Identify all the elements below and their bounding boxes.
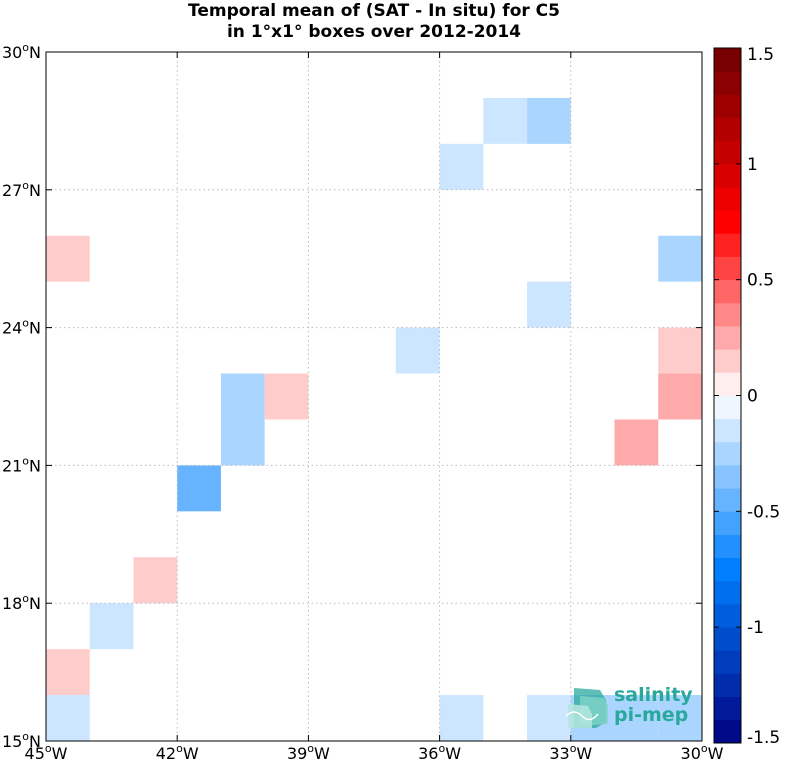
colorbar-segment xyxy=(714,210,741,234)
colorbar-segment xyxy=(714,349,741,373)
colorbar-segment xyxy=(714,117,741,142)
colorbar-segment xyxy=(714,673,741,698)
heatmap-cell xyxy=(527,695,571,741)
heatmap-cell xyxy=(46,695,90,741)
heatmap-cell xyxy=(220,419,265,466)
colorbar-tick-label: -0.5 xyxy=(747,502,780,522)
heatmap-cell xyxy=(614,419,659,466)
colorbar-tick-label: -1.5 xyxy=(747,728,780,748)
colorbar-segment xyxy=(714,94,741,118)
colorbar-segment xyxy=(714,650,741,674)
heatmap-cell xyxy=(133,557,178,604)
heatmap-cell xyxy=(483,97,528,144)
colorbar-segment xyxy=(714,71,741,95)
colorbar-segment xyxy=(714,395,741,420)
colorbar-segment xyxy=(714,604,741,628)
y-tick-label: 24oN xyxy=(2,317,41,338)
map-title-line1: Temporal mean of (SAT - In situ) for C5 xyxy=(188,1,560,21)
heatmap-cell xyxy=(658,327,702,374)
colorbar-segment xyxy=(714,48,741,72)
heatmap-cell xyxy=(395,327,440,374)
x-tick-label: 36oW xyxy=(418,742,461,763)
y-tick-label: 27oN xyxy=(2,179,41,200)
colorbar-segment xyxy=(714,696,741,721)
colorbar-segment xyxy=(714,140,741,165)
colorbar-segment xyxy=(714,326,741,350)
y-tick-label: 21oN xyxy=(2,454,41,475)
colorbar-segment xyxy=(714,163,741,188)
colorbar-segment xyxy=(714,256,741,281)
colorbar-segment xyxy=(714,719,741,744)
heatmap-cell xyxy=(46,649,90,696)
map-frame xyxy=(45,51,703,742)
heatmap-cell xyxy=(177,465,221,512)
colorbar: 1.5 1 0.5 0 -0.5 -1 -1.5 xyxy=(713,45,780,748)
salinity-pi-mep-logo-mark xyxy=(565,688,608,728)
heatmap-cell xyxy=(614,695,659,741)
colorbar-tick-label: -1 xyxy=(747,618,764,638)
heatmap-cells xyxy=(46,97,702,741)
grid-lines xyxy=(45,51,703,742)
heatmap-cell xyxy=(658,695,702,741)
y-tick-label: 15oN xyxy=(2,730,41,751)
x-tick-label: 33oW xyxy=(549,742,592,763)
colorbar-tick-label: 0 xyxy=(747,387,758,407)
heatmap-cell xyxy=(264,373,309,420)
colorbar-segment xyxy=(714,233,741,257)
colorbar-segment xyxy=(714,534,741,559)
colorbar-segment xyxy=(714,302,741,327)
colorbar-tick-label: 1.5 xyxy=(747,45,774,65)
colorbar-segment xyxy=(714,627,741,651)
colorbar-segment xyxy=(714,488,741,512)
colorbar-segment xyxy=(714,580,741,605)
logo-text-salinity: salinity xyxy=(614,684,693,706)
y-tick-label: 18oN xyxy=(2,592,41,613)
heatmap-cell xyxy=(220,373,265,420)
map-title-line2: in 1°x1° boxes over 2012-2014 xyxy=(226,22,522,42)
heatmap-cell xyxy=(658,235,702,282)
colorbar-segment xyxy=(714,557,741,582)
heatmap-cell xyxy=(439,143,484,190)
x-tick-label: 30oW xyxy=(681,742,724,763)
x-tick-label: 45oW xyxy=(25,742,68,763)
colorbar-segment xyxy=(714,441,741,466)
heatmap-cell xyxy=(46,235,90,282)
colorbar-segment xyxy=(714,418,741,443)
colorbar-tick-label: 0.5 xyxy=(747,271,774,291)
colorbar-segment xyxy=(714,372,741,396)
x-tick-label: 42oW xyxy=(156,742,199,763)
x-tick-label: 39oW xyxy=(287,742,330,763)
colorbar-segment xyxy=(714,279,741,304)
heatmap-cell xyxy=(527,97,571,144)
colorbar-tick-label: 1 xyxy=(747,155,758,175)
colorbar-segment xyxy=(714,187,741,211)
axis-ticks: 45oW 42oW 39oW 36oW 33oW 30oW 15oN 18oN 21oN 24oN… xyxy=(2,41,724,763)
colorbar-segment xyxy=(714,465,741,489)
heatmap-cell xyxy=(527,281,571,328)
heatmap-cell xyxy=(439,695,484,741)
heatmap-cell xyxy=(89,603,134,650)
colorbar-segment xyxy=(714,511,741,535)
heatmap-cell xyxy=(658,373,702,420)
logo-text-pi-mep: pi-mep xyxy=(614,704,689,726)
y-tick-label: 30oN xyxy=(2,41,41,62)
